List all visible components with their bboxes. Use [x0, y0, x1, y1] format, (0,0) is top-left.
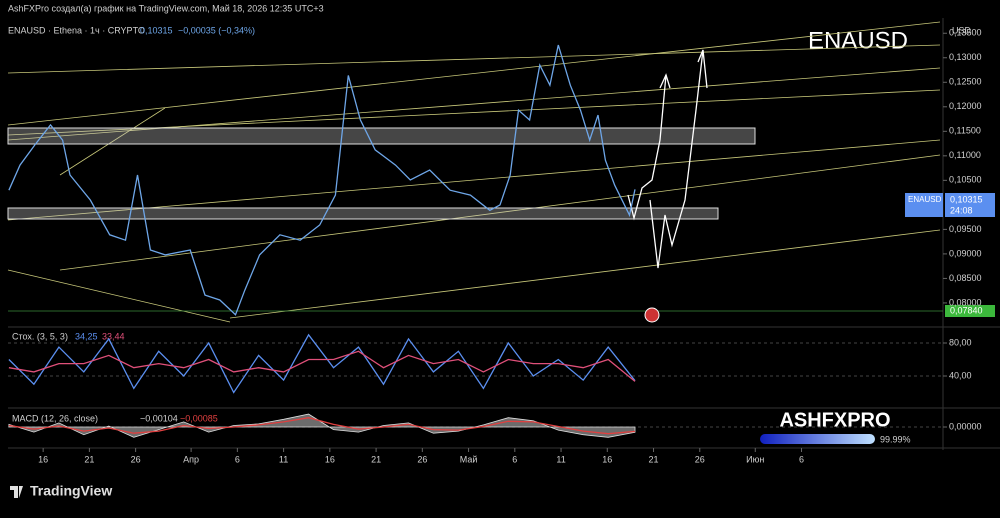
x-tick-label: 21 — [371, 454, 381, 464]
y-tick-label: 0,13500 — [949, 28, 982, 38]
price-tag-value: 0,10315 — [950, 194, 983, 204]
x-tick-label: 16 — [602, 454, 612, 464]
y-tick-label: 0,12500 — [949, 77, 982, 87]
signal-value: −0,00085 — [180, 413, 218, 423]
area — [8, 413, 636, 438]
macd-value: −0,00104 — [140, 413, 178, 423]
last-price: 0,10315 — [140, 25, 173, 35]
x-tick-label: 16 — [38, 454, 48, 464]
y-tick-label: 0,09500 — [949, 224, 982, 234]
progress-bar — [760, 434, 875, 444]
brand: ASHFXPRO — [779, 409, 890, 431]
series-line — [8, 44, 636, 316]
x-tick-label: 26 — [131, 454, 141, 464]
price-tag — [905, 193, 943, 217]
x-tick-label: Май — [460, 454, 478, 464]
x-tick-label: 16 — [325, 454, 335, 464]
x-tick-label: 21 — [84, 454, 94, 464]
x-tick-label: 11 — [279, 454, 288, 464]
y-tick-label: 40,00 — [949, 370, 972, 380]
stoch-title: Стох. (3, 5, 3) — [12, 331, 68, 341]
x-tick-label: 26 — [417, 454, 427, 464]
currency: USD — [952, 25, 972, 35]
y-tick-label: 0,13000 — [949, 52, 982, 62]
footer-logo: TradingView — [30, 483, 112, 499]
y-tick-label: 0,09000 — [949, 248, 982, 258]
watermark: ENAUSD — [808, 27, 908, 54]
stoch-k-value: 34,25 — [75, 331, 98, 341]
level-tag-box — [945, 305, 995, 317]
x-tick-label: 26 — [695, 454, 705, 464]
x-tick-label: 6 — [512, 454, 517, 464]
macd-title: MACD (12, 26, close) — [12, 413, 98, 423]
y-tick-label: 0,08500 — [949, 273, 982, 283]
x-tick-label: 6 — [235, 454, 240, 464]
y-tick-label: 80,00 — [949, 337, 972, 347]
attribution: AshFXPro создал(а) график на TradingView… — [8, 3, 324, 13]
series-line — [8, 333, 636, 394]
y-tick-label: 0,08000 — [949, 297, 982, 307]
price-tag-label: ENAUSD — [908, 195, 942, 204]
y-tick-label: 0,11000 — [949, 150, 981, 160]
brand-percent: 99.99% — [880, 434, 911, 444]
price-tag-box — [945, 193, 995, 217]
x-tick-label: Июн — [746, 454, 764, 464]
x-tick-label: 11 — [556, 454, 565, 464]
series-line — [8, 417, 636, 435]
x-tick-label: 6 — [799, 454, 804, 464]
y-tick-label: 0,00000 — [949, 421, 982, 431]
x-tick-label: Апр — [183, 454, 199, 464]
level-tag: 0,07840 — [950, 305, 983, 315]
tv-icon — [10, 486, 23, 498]
price-change: −0,00035 (−0,34%) — [178, 25, 255, 35]
y-tick-label: 0,12000 — [949, 101, 982, 111]
drawings — [7, 21, 943, 323]
x-tick-label: 21 — [649, 454, 659, 464]
y-tick-label: 0,10500 — [949, 175, 982, 185]
symbol-line: ENAUSD · Ethena · 1ч · CRYPTO — [8, 25, 145, 35]
stoch-d-value: 33,44 — [102, 331, 125, 341]
price-tag-timer: 24:08 — [950, 205, 973, 215]
series-line — [8, 350, 636, 382]
y-tick-label: 0,11500 — [949, 126, 981, 136]
